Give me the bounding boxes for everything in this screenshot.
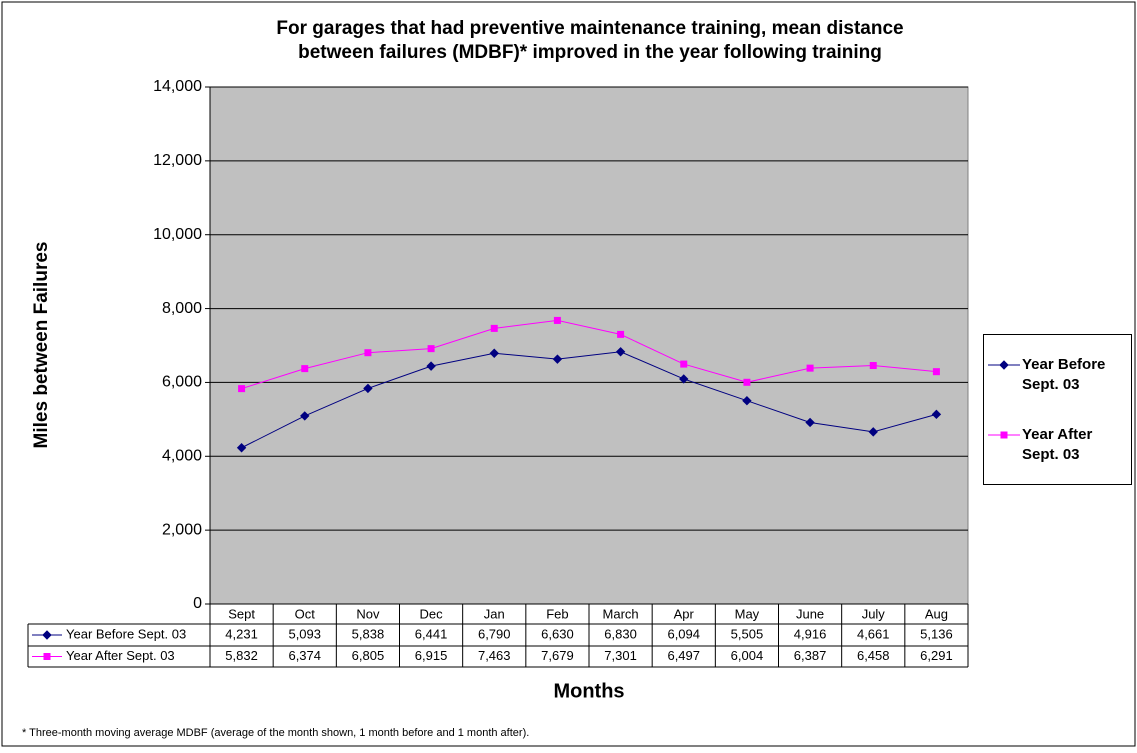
data-point (236, 443, 247, 453)
y-tick-label: 12,000 (153, 152, 202, 169)
table-cell: 6,830 (604, 626, 637, 641)
data-point (615, 347, 626, 357)
x-tick-label: Nov (356, 606, 380, 621)
data-point (743, 378, 751, 386)
table-legend-marker (42, 630, 52, 640)
legend-marker (1000, 431, 1008, 439)
table-cell: 4,231 (225, 626, 258, 641)
data-point (426, 361, 436, 371)
y-axis-label: Miles between Failures (31, 242, 52, 449)
x-tick-label: March (603, 606, 639, 621)
data-point (868, 427, 878, 437)
table-cell: 5,838 (352, 626, 385, 641)
y-tick-label: 14,000 (153, 78, 202, 95)
table-cell: 6,387 (794, 648, 827, 663)
table-cell: 6,805 (352, 648, 385, 663)
x-tick-label: Apr (674, 606, 695, 621)
legend-label: Year Before Sept. 03 (1022, 356, 1106, 393)
x-tick-label: Oct (295, 606, 316, 621)
x-tick-label: May (735, 606, 760, 621)
x-axis-label: Months (553, 680, 624, 702)
y-tick-label: 10,000 (153, 226, 202, 243)
table-cell: 6,790 (478, 626, 511, 641)
x-tick-label: Dec (420, 606, 444, 621)
y-tick-label: 0 (193, 595, 202, 612)
data-point (806, 364, 814, 372)
x-tick-label: Feb (546, 606, 568, 621)
table-cell: 6,004 (731, 648, 764, 663)
data-point (931, 409, 942, 420)
table-cell: 5,832 (225, 648, 258, 663)
plot-area (209, 86, 969, 605)
legend-item: Year After Sept. 03 (984, 423, 1131, 473)
series-line (241, 351, 937, 449)
data-point (932, 368, 940, 376)
y-tick-label: 6,000 (162, 374, 202, 391)
table-series-name: Year After Sept. 03 (66, 648, 175, 663)
table-cell: 6,497 (667, 648, 700, 663)
legend-swatch (988, 431, 1020, 439)
legend-swatch (988, 360, 1020, 370)
data-point (805, 417, 815, 428)
x-tick-label: Jan (484, 606, 505, 621)
table-cell: 6,291 (920, 648, 953, 663)
table-cell: 5,093 (288, 626, 321, 641)
table-cell: 6,441 (415, 626, 448, 641)
data-point (363, 383, 373, 394)
chart-title: For garages that had preventive maintena… (276, 18, 904, 63)
table-series-name: Year Before Sept. 03 (66, 626, 186, 641)
table-cell: 5,505 (731, 626, 764, 641)
series-line (241, 319, 937, 390)
data-point (742, 396, 752, 406)
legend-item: Year Before Sept. 03 (984, 353, 1131, 403)
data-point (364, 349, 372, 357)
table-cell: 4,661 (857, 626, 890, 641)
table-cell: 7,679 (541, 648, 574, 663)
table-legend-marker (43, 653, 51, 660)
data-point (680, 360, 688, 368)
table-cell: 6,630 (541, 626, 574, 641)
data-point (427, 345, 435, 353)
table-cell: 6,374 (288, 648, 321, 663)
data-point (679, 374, 689, 384)
table-cell: 6,094 (667, 626, 700, 641)
y-tick-label: 2,000 (162, 521, 202, 538)
table-cell: 6,458 (857, 648, 890, 663)
table-cell: 7,463 (478, 648, 511, 663)
y-tick-label: 8,000 (162, 300, 202, 317)
legend: Year Before Sept. 03 Year After Sept. 03 (983, 334, 1132, 485)
footnote: * Three-month moving average MDBF (avera… (22, 727, 529, 739)
data-point (553, 316, 561, 324)
data-point (300, 411, 310, 421)
data-point (489, 348, 499, 358)
x-tick-label: Sept (228, 606, 255, 621)
x-tick-label: June (796, 606, 824, 621)
x-tick-label: July (862, 606, 886, 621)
x-tick-label: Aug (925, 606, 948, 621)
data-point (301, 365, 309, 373)
data-point (238, 385, 246, 393)
data-point (490, 324, 498, 332)
table-cell: 4,916 (794, 626, 827, 641)
y-tick-label: 4,000 (162, 448, 202, 465)
legend-marker (999, 360, 1009, 370)
table-cell: 6,915 (415, 648, 448, 663)
table-cell: 7,301 (604, 648, 637, 663)
legend-label: Year After Sept. 03 (1022, 426, 1093, 463)
data-point (552, 354, 563, 364)
data-point (869, 362, 877, 370)
table-cell: 5,136 (920, 626, 953, 641)
data-point (617, 330, 625, 338)
